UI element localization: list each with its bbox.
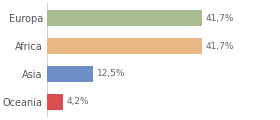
Text: 4,2%: 4,2% (66, 97, 89, 106)
Bar (47, 38, 202, 54)
Bar (47, 94, 62, 110)
Text: 12,5%: 12,5% (97, 69, 126, 78)
Bar (47, 66, 93, 82)
Text: 41,7%: 41,7% (206, 14, 234, 23)
Bar (47, 10, 202, 26)
Text: 41,7%: 41,7% (206, 42, 234, 51)
